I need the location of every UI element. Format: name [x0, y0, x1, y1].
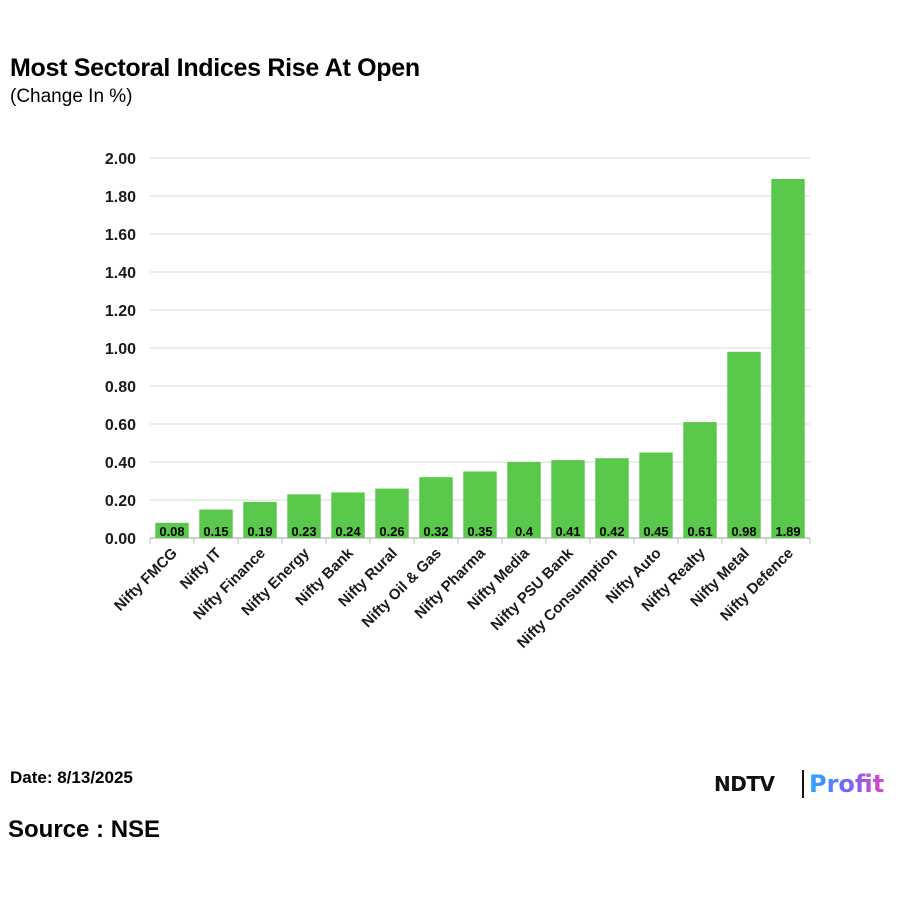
ndtv-logo-text: NDTV — [714, 772, 775, 796]
bar — [595, 458, 629, 538]
bar — [551, 460, 585, 538]
data-label: 0.19 — [247, 524, 272, 539]
data-label: 0.15 — [203, 524, 228, 539]
data-label: 0.35 — [467, 524, 492, 539]
data-label: 0.32 — [423, 524, 448, 539]
bar — [683, 422, 717, 538]
bar — [243, 501, 277, 538]
data-label: 0.4 — [515, 524, 534, 539]
data-label: 1.89 — [775, 524, 800, 539]
chart-subtitle: (Change In %) — [10, 86, 133, 107]
ndtv-profit-logo: NDTV Profit — [714, 770, 896, 798]
bar — [727, 351, 761, 538]
bar — [507, 462, 541, 538]
y-tick-label: 2.00 — [105, 151, 136, 168]
y-tick-label: 1.60 — [105, 227, 136, 244]
data-label: 0.41 — [555, 524, 580, 539]
bar — [287, 494, 321, 538]
data-label: 0.61 — [687, 524, 712, 539]
y-tick-label: 0.00 — [105, 531, 136, 548]
y-tick-label: 0.20 — [105, 493, 136, 510]
y-tick-label: 0.40 — [105, 455, 136, 472]
bar-chart: 0.00 0.20 0.40 0.60 0.80 1.00 1.20 1.40 1.60 1.80… — [105, 151, 811, 652]
y-tick-label: 0.80 — [105, 379, 136, 396]
data-label: 0.45 — [643, 524, 668, 539]
date-label: Date: 8/13/2025 — [10, 768, 133, 787]
bar — [155, 522, 189, 538]
bar — [375, 488, 409, 538]
bar — [419, 477, 453, 538]
y-tick-label: 1.40 — [105, 265, 136, 282]
data-label: 0.24 — [335, 524, 361, 539]
data-label: 0.26 — [379, 524, 404, 539]
chart-title: Most Sectoral Indices Rise At Open — [10, 54, 420, 82]
data-label: 0.42 — [599, 524, 624, 539]
bar — [771, 178, 805, 538]
x-tick-label: Nifty FMCG — [111, 545, 181, 615]
y-tick-label: 0.60 — [105, 417, 136, 434]
profit-logo-text: Profit — [809, 770, 885, 798]
y-tick-label: 1.80 — [105, 189, 136, 206]
data-label: 0.08 — [159, 524, 184, 539]
data-label: 0.23 — [291, 524, 316, 539]
bar — [199, 509, 233, 538]
bar — [331, 492, 365, 538]
x-tick-label: Nifty Oil & Gas — [359, 545, 445, 631]
data-label: 0.98 — [731, 524, 756, 539]
bar — [463, 471, 497, 538]
bar — [639, 452, 673, 538]
source-label: Source : NSE — [8, 816, 161, 843]
y-tick-label: 1.20 — [105, 303, 136, 320]
y-tick-label: 1.00 — [105, 341, 136, 358]
logo-divider — [802, 770, 804, 798]
